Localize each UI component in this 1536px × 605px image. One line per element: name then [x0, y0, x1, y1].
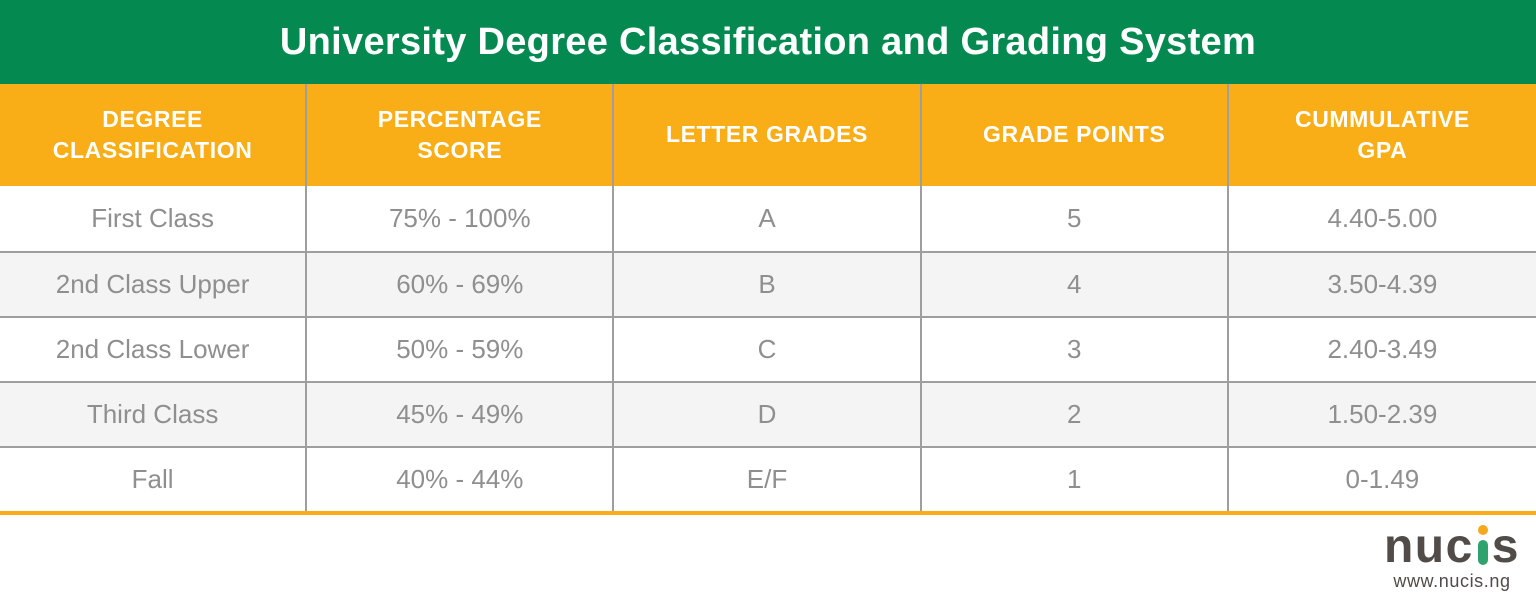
table-cell: 50% - 59%: [307, 318, 615, 381]
table-cell: 1: [922, 448, 1229, 511]
column-header-percentage-score: PERCENTAGE SCORE: [307, 84, 615, 186]
table-cell: 2: [922, 383, 1229, 446]
table-cell: 40% - 44%: [307, 448, 615, 511]
grading-table: DEGREE CLASSIFICATION PERCENTAGE SCORE L…: [0, 84, 1536, 511]
logo-letter-i: [1477, 525, 1488, 565]
table-cell: Fall: [0, 448, 308, 511]
table-cell: 2nd Class Upper: [0, 253, 308, 316]
logo-i-dot-icon: [1477, 525, 1488, 535]
brand-block: nuc s www.nucis.ng: [1383, 519, 1520, 592]
table-cell: B: [614, 253, 922, 316]
nucis-logo: nuc s: [1383, 519, 1520, 573]
table-cell: 3.50-4.39: [1327, 269, 1438, 299]
table-header-row: DEGREE CLASSIFICATION PERCENTAGE SCORE L…: [0, 84, 1536, 186]
footer: nuc s www.nucis.ng: [0, 515, 1536, 605]
table-row: Third Class 45% - 49% D 2 1.50-2.39: [0, 381, 1536, 446]
table-cell: 4.40-5.00: [1327, 203, 1438, 233]
column-header-cummulative-gpa: CUMMULATIVE GPA: [1294, 105, 1470, 163]
table-row: 2nd Class Lower 50% - 59% C 3 2.40-3.49: [0, 316, 1536, 381]
table-cell: 2.40-3.49: [1327, 334, 1438, 364]
table-bottom-rule: [0, 511, 1536, 515]
website-url: www.nucis.ng: [1393, 571, 1511, 591]
table-cell: 75% - 100%: [307, 186, 615, 251]
column-header-grade-points: GRADE POINTS: [922, 84, 1229, 186]
table-cell: A: [614, 186, 922, 251]
table-cell: Third Class: [0, 383, 308, 446]
logo-text-s: s: [1491, 519, 1520, 573]
table-cell: C: [614, 318, 922, 381]
title-bar: University Degree Classification and Gra…: [0, 0, 1536, 84]
table-cell: D: [614, 383, 922, 446]
table-cell: 60% - 69%: [307, 253, 615, 316]
table-row: First Class 75% - 100% A 5 4.40-5.00: [0, 186, 1536, 251]
table-cell: 2nd Class Lower: [0, 318, 308, 381]
table-cell: 45% - 49%: [307, 383, 615, 446]
page-title: University Degree Classification and Gra…: [279, 20, 1257, 63]
table-cell: 3: [922, 318, 1229, 381]
logo-i-stem-icon: [1477, 540, 1488, 565]
table-cell: 4: [922, 253, 1229, 316]
column-header-letter-grades: LETTER GRADES: [614, 84, 922, 186]
logo-text-nuc: nuc: [1383, 519, 1474, 573]
table-row: 2nd Class Upper 60% - 69% B 4 3.50-4.39: [0, 251, 1536, 316]
table-cell: First Class: [0, 186, 308, 251]
table-cell: E/F: [614, 448, 922, 511]
table-cell: 5: [922, 186, 1229, 251]
column-header-degree-classification: DEGREE CLASSIFICATION: [0, 84, 308, 186]
table-cell: 0-1.49: [1345, 464, 1420, 494]
table-row: Fall 40% - 44% E/F 1 0-1.49: [0, 446, 1536, 511]
table-cell: 1.50-2.39: [1327, 399, 1438, 429]
